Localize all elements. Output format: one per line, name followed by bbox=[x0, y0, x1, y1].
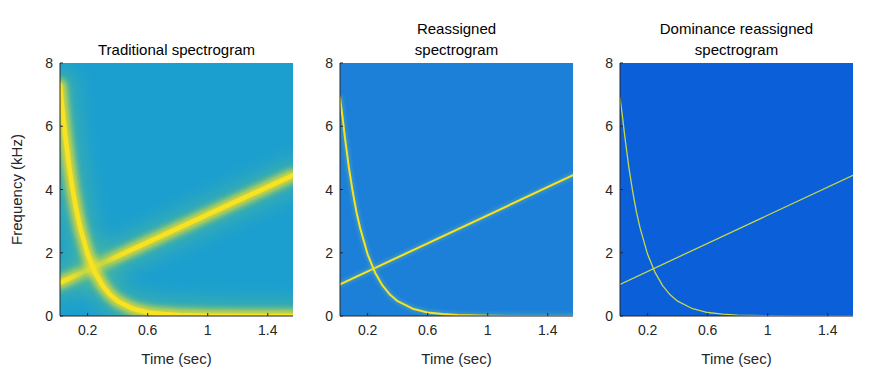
y-tick-label: 2 bbox=[605, 245, 613, 261]
ridge-glow bbox=[340, 98, 573, 316]
y-tick bbox=[60, 189, 63, 190]
x-tick bbox=[87, 313, 88, 316]
x-axis-title: Time (sec) bbox=[141, 350, 211, 367]
x-tick bbox=[147, 313, 148, 316]
y-tick bbox=[620, 126, 623, 127]
y-tick bbox=[620, 252, 623, 253]
y-tick bbox=[620, 316, 623, 317]
y-tick-label: 8 bbox=[45, 55, 53, 71]
plot-area bbox=[620, 98, 853, 316]
x-tick bbox=[207, 313, 208, 316]
x-tick-label: 0.2 bbox=[78, 322, 98, 338]
plot-area bbox=[340, 98, 573, 316]
figure: 0 2 4 6 8 0.2 0.6 1 1.4 Time (sec) Frequency (kHz)… bbox=[0, 0, 896, 383]
y-tick-label: 8 bbox=[605, 55, 613, 71]
x-tick-label: 0.2 bbox=[638, 322, 658, 338]
y-tick bbox=[620, 63, 623, 64]
panel: 0 2 4 6 8 0.2 0.6 1 1.4 Time (sec) Frequency (kHz)… bbox=[8, 41, 293, 367]
y-tick bbox=[340, 252, 343, 253]
y-tick bbox=[340, 63, 343, 64]
y-tick-label: 4 bbox=[45, 182, 53, 198]
plot-background bbox=[340, 63, 573, 316]
x-tick bbox=[647, 313, 648, 316]
plot-background bbox=[620, 63, 853, 316]
panel-title: Traditional spectrogram bbox=[98, 41, 255, 58]
x-tick-label: 0.6 bbox=[698, 322, 718, 338]
x-tick bbox=[487, 313, 488, 316]
x-axis-title: Time (sec) bbox=[701, 350, 771, 367]
y-tick bbox=[60, 252, 63, 253]
ridge-glow bbox=[60, 85, 293, 316]
panel: 0 2 4 6 8 0.2 0.6 1 1.4 Time (sec) Dominance reass… bbox=[605, 20, 853, 367]
x-tick bbox=[427, 313, 428, 316]
ridge-line bbox=[620, 175, 853, 284]
ridge-line bbox=[340, 98, 573, 316]
panel: 0 2 4 6 8 0.2 0.6 1 1.4 Time (sec) Reassignedspect… bbox=[325, 20, 573, 367]
panel-title: Dominance reassignedspectrogram bbox=[660, 20, 813, 58]
x-axis-line bbox=[340, 316, 573, 317]
y-axis-title: Frequency (kHz) bbox=[8, 134, 25, 245]
ridge-line bbox=[60, 85, 293, 316]
ridge-line bbox=[620, 98, 853, 316]
y-tick-label: 4 bbox=[605, 182, 613, 198]
x-tick-label: 1.4 bbox=[258, 322, 278, 338]
y-tick-label: 6 bbox=[605, 118, 613, 134]
y-tick-label: 2 bbox=[325, 245, 333, 261]
x-axis-title: Time (sec) bbox=[421, 350, 491, 367]
x-tick-label: 0.2 bbox=[358, 322, 378, 338]
plot-background bbox=[60, 63, 293, 316]
x-tick-label: 0.6 bbox=[138, 322, 158, 338]
y-tick-label: 4 bbox=[325, 182, 333, 198]
y-tick-label: 2 bbox=[45, 245, 53, 261]
x-tick bbox=[827, 313, 828, 316]
y-tick-label: 0 bbox=[605, 308, 613, 324]
y-tick-label: 8 bbox=[325, 55, 333, 71]
x-tick bbox=[707, 313, 708, 316]
x-tick-label: 1.4 bbox=[538, 322, 558, 338]
y-tick-label: 0 bbox=[45, 308, 53, 324]
x-tick-label: 1.4 bbox=[818, 322, 838, 338]
x-tick bbox=[767, 313, 768, 316]
y-tick-label: 6 bbox=[45, 118, 53, 134]
y-tick bbox=[60, 126, 63, 127]
y-tick bbox=[340, 126, 343, 127]
y-tick-label: 0 bbox=[325, 308, 333, 324]
x-tick bbox=[367, 313, 368, 316]
y-tick-label: 6 bbox=[325, 118, 333, 134]
y-tick bbox=[60, 63, 63, 64]
panel-title: Reassignedspectrogram bbox=[415, 20, 498, 58]
x-axis-line bbox=[620, 316, 853, 317]
x-tick-label: 1 bbox=[484, 322, 492, 338]
y-tick bbox=[340, 189, 343, 190]
y-tick bbox=[620, 189, 623, 190]
plot-area bbox=[60, 85, 293, 316]
ridge-glow bbox=[60, 85, 293, 316]
x-tick-label: 1 bbox=[764, 322, 772, 338]
x-tick bbox=[547, 313, 548, 316]
y-tick bbox=[340, 316, 343, 317]
x-axis-line bbox=[60, 316, 293, 317]
x-tick-label: 0.6 bbox=[418, 322, 438, 338]
x-tick-label: 1 bbox=[204, 322, 212, 338]
x-tick bbox=[267, 313, 268, 316]
y-tick bbox=[60, 316, 63, 317]
